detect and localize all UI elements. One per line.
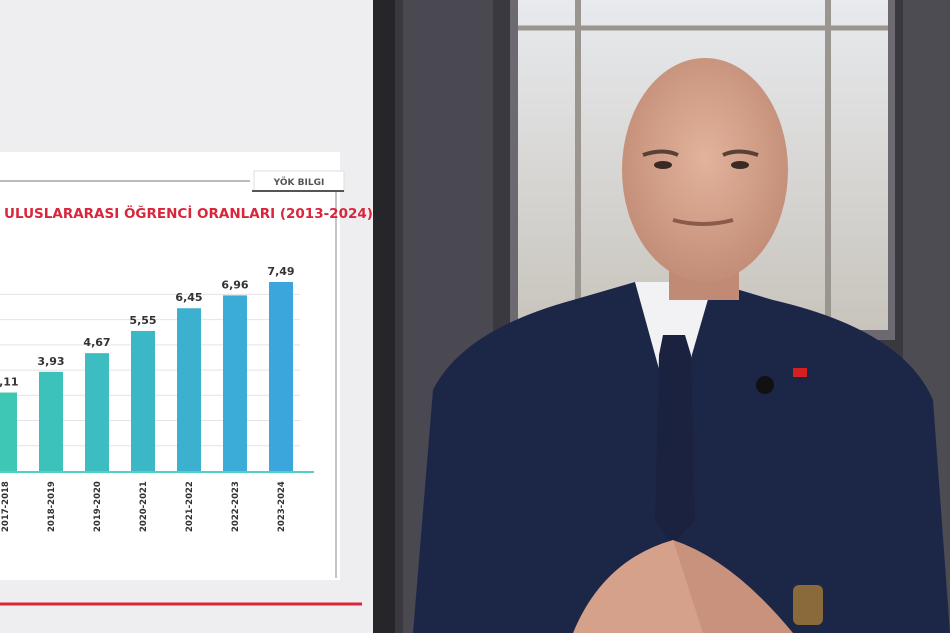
value-label: 4,67 [83,336,110,349]
bar-2018-2019 [39,371,63,471]
chart-title: ULUSLARARASI ÖĞRENCİ ORANLARI (2013-2024… [4,204,373,222]
value-label: 3,93 [37,355,64,368]
category-label: 2019-2020 [93,481,103,532]
bar-2020-2021 [131,330,155,471]
bar-2019-2020 [85,353,109,471]
value-label: 5,55 [129,314,156,327]
category-label: 2022-2023 [231,481,241,532]
value-label: 7,49 [267,265,294,278]
source-tag: YÖK BILGI [273,177,325,188]
microphone [756,376,774,394]
value-label: 3,11 [0,376,19,389]
bar-2023-2024 [269,282,293,471]
chart-panel: YÖK BILGI ULUSLARARASI ÖĞRENCİ ORANLARI … [0,0,373,633]
value-label: 6,45 [175,291,202,304]
speaker-video [373,0,950,633]
flag-pin [793,368,807,377]
category-label: 2021-2022 [185,481,195,532]
bar-chart: YÖK BILGI ULUSLARARASI ÖĞRENCİ ORANLARI … [0,152,373,606]
tie [655,335,695,545]
category-label: 2018-2019 [47,481,57,532]
watch [793,585,823,625]
category-label: 2023-2024 [277,481,287,532]
bar-2017-2018 [0,392,17,471]
speaker-head [622,58,788,282]
value-label: 6,96 [221,278,248,291]
bar-2021-2022 [177,308,201,471]
bar-2022-2023 [223,295,247,471]
category-label: 2020-2021 [139,481,149,532]
category-label: 2017-2018 [1,481,11,532]
speaker-scene [373,0,950,633]
hands [573,540,705,633]
